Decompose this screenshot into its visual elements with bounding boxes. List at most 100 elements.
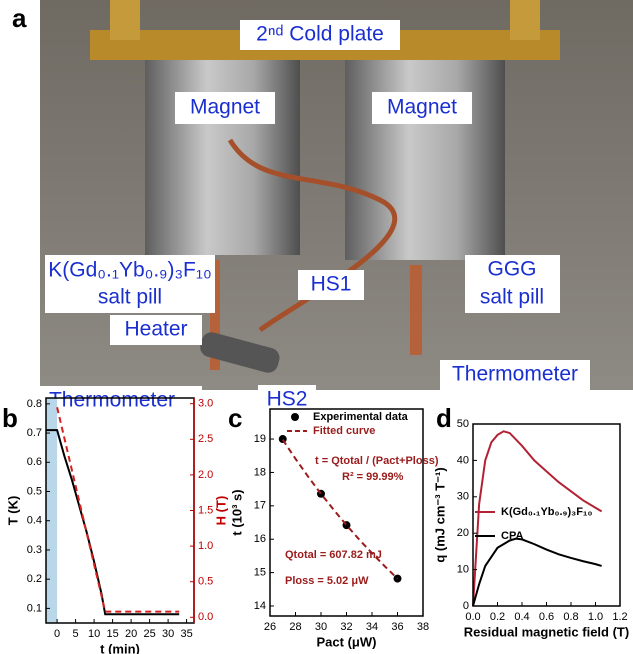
salt-pill-rod xyxy=(410,265,422,355)
label-bg xyxy=(240,20,400,50)
post xyxy=(510,0,540,40)
photo-label: HS2 xyxy=(267,388,308,411)
y-tick-label: 0.8 xyxy=(27,398,42,410)
y-tick-label: 0.6 xyxy=(27,456,42,468)
series-line xyxy=(472,537,602,607)
magnet-cylinder xyxy=(145,60,300,255)
legend-label: CPA xyxy=(501,530,523,542)
x-tick-label: 5 xyxy=(73,628,79,640)
plot-frame xyxy=(45,397,195,624)
series-line xyxy=(281,439,399,580)
x-axis-label: Pact (μW) xyxy=(317,634,377,649)
label-bg xyxy=(258,385,316,415)
legend-label: Experimental data xyxy=(313,411,409,423)
x-tick-label: 0.4 xyxy=(514,611,529,623)
y-tick-label: 19 xyxy=(254,433,266,445)
x-axis-label: Residual magnetic field (T) xyxy=(464,624,629,639)
photo-label: Magnet xyxy=(387,96,457,119)
y-tick-label: 0.1 xyxy=(27,602,42,614)
y-tick-label: 10 xyxy=(457,564,469,576)
y2-tick-label: 0.0 xyxy=(198,611,213,623)
y-axis-label: q (mJ cm⁻³ T⁻¹) xyxy=(432,467,447,562)
photo-label: salt pill xyxy=(480,286,544,309)
photo-label: Thermometer xyxy=(49,389,175,412)
y2-tick-label: 1.0 xyxy=(198,540,213,552)
y2-tick-label: 3.0 xyxy=(198,398,213,410)
photo-label: HS1 xyxy=(311,273,352,296)
x-axis-label: t (min) xyxy=(100,641,140,654)
series-line xyxy=(46,429,180,616)
label-bg xyxy=(372,92,472,124)
highlight-band xyxy=(46,398,58,623)
x-tick-label: 1.0 xyxy=(588,611,603,623)
label-bg xyxy=(175,92,275,124)
y-tick-label: 18 xyxy=(254,466,266,478)
y-tick-label: 20 xyxy=(457,527,469,539)
y-tick-label: 0.3 xyxy=(27,544,42,556)
legend-label: Fitted curve xyxy=(313,425,375,437)
annotation: t = Qtotal / (Pact+Ploss) xyxy=(315,455,439,467)
label-bg xyxy=(465,255,560,313)
x-tick-label: 26 xyxy=(264,621,276,633)
y-tick-label: 0 xyxy=(463,600,469,612)
x-tick-label: 30 xyxy=(315,621,327,633)
data-point xyxy=(278,435,287,444)
x-tick-label: 0.8 xyxy=(563,611,578,623)
photo-label: 2ⁿᵈ Cold plate xyxy=(256,23,384,46)
magnet-cylinder xyxy=(345,60,505,260)
y2-axis-label: H (T) xyxy=(213,496,228,526)
y-axis-label: t (10³ s) xyxy=(229,489,244,535)
legend-label: K(Gd₀.₁Yb₀.₉)₃F₁₀ xyxy=(501,506,592,518)
x-tick-label: 32 xyxy=(340,621,352,633)
x-tick-label: 35 xyxy=(180,628,192,640)
photo: a 2ⁿᵈ Cold plate Magnet Magnet K(Gd₀.₁Yb… xyxy=(12,0,633,416)
x-tick-label: 34 xyxy=(366,621,378,633)
y-tick-label: 17 xyxy=(254,500,266,512)
series-line xyxy=(56,407,180,613)
x-tick-label: 28 xyxy=(289,621,301,633)
y-tick-label: 15 xyxy=(254,567,266,579)
y-tick-label: 0.5 xyxy=(27,485,42,497)
y-tick-label: 30 xyxy=(457,491,469,503)
photo-label: Thermometer xyxy=(452,363,578,386)
x-tick-label: 25 xyxy=(143,628,155,640)
x-tick-label: 0 xyxy=(54,628,60,640)
label-bg xyxy=(12,0,40,40)
y2-tick-label: 2.0 xyxy=(198,469,213,481)
x-tick-label: 20 xyxy=(125,628,137,640)
y-tick-label: 0.2 xyxy=(27,573,42,585)
y-tick-label: 50 xyxy=(457,418,469,430)
y-tick-label: 40 xyxy=(457,454,469,466)
x-tick-label: 30 xyxy=(162,628,174,640)
panel-label: b xyxy=(2,403,18,433)
y2-tick-label: 1.5 xyxy=(198,504,213,516)
heat-switch xyxy=(200,332,280,373)
panel-label: a xyxy=(12,3,27,33)
photo-label: Heater xyxy=(124,318,187,341)
label-bg xyxy=(45,255,215,313)
panel-label: d xyxy=(436,403,452,433)
photo-label: salt pill xyxy=(98,286,162,309)
y-tick-label: 0.4 xyxy=(27,515,42,527)
annotation: R² = 99.99% xyxy=(342,471,404,483)
y-axis-label: T (K) xyxy=(5,496,20,526)
panel-label: c xyxy=(228,403,242,433)
series-line xyxy=(472,430,603,607)
x-tick-label: 0.0 xyxy=(465,611,480,623)
label-bg xyxy=(298,270,364,300)
x-tick-label: 0.2 xyxy=(490,611,505,623)
y-tick-label: 0.7 xyxy=(27,427,42,439)
x-tick-label: 1.2 xyxy=(612,611,627,623)
x-tick-label: 38 xyxy=(417,621,429,633)
x-tick-label: 15 xyxy=(106,628,118,640)
label-bg xyxy=(110,315,202,345)
y2-tick-label: 0.5 xyxy=(198,576,213,588)
y-tick-label: 14 xyxy=(254,600,266,612)
legend-marker xyxy=(291,413,299,421)
x-tick-label: 10 xyxy=(88,628,100,640)
x-tick-label: 36 xyxy=(391,621,403,633)
salt-pill-rod xyxy=(210,260,220,370)
x-tick-label: 0.6 xyxy=(539,611,554,623)
